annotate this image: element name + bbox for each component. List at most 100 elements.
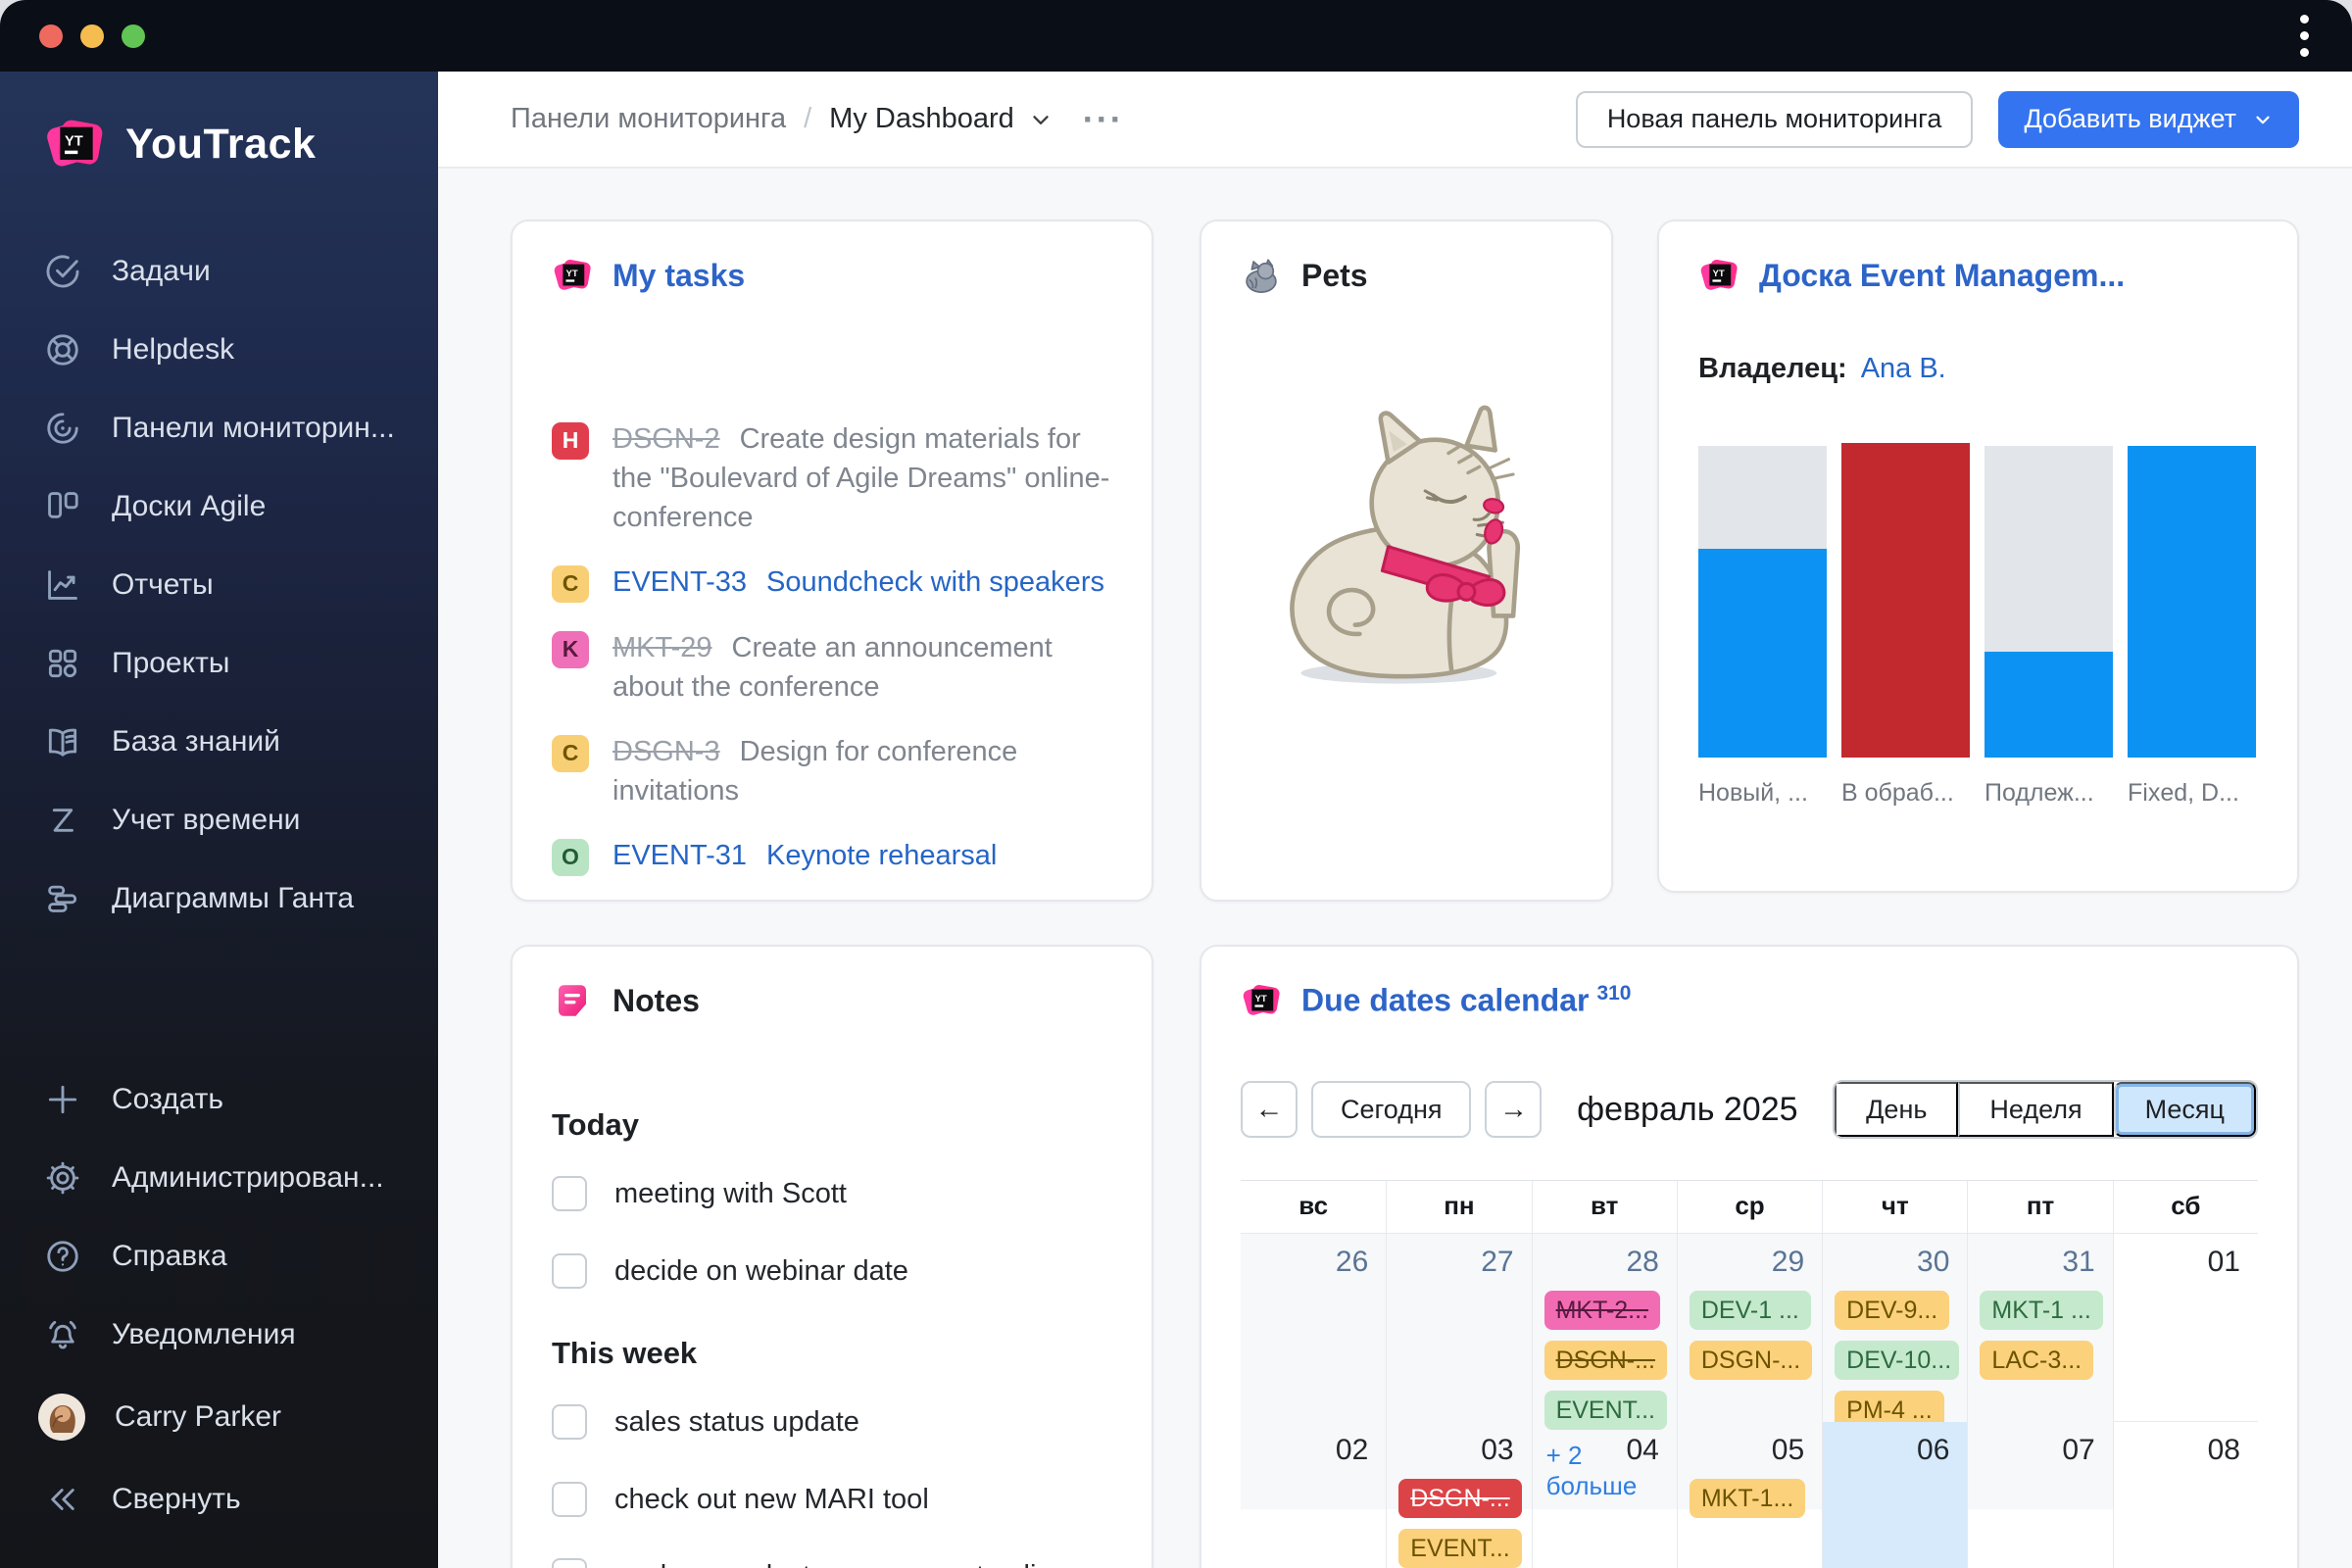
- calendar-day-cell[interactable]: 03 DSGN-... EVENT...: [1386, 1422, 1531, 1568]
- helpdesk-icon: [43, 330, 82, 369]
- calendar-day-cell[interactable]: 02: [1241, 1422, 1386, 1568]
- calendar-day-cell[interactable]: 04: [1531, 1422, 1677, 1568]
- zoom-window-button[interactable]: [122, 24, 145, 48]
- calendar-event-chip[interactable]: MKT-1...: [1689, 1479, 1806, 1518]
- my-tasks-widget: YT My tasks H DSGN-2 Create design materia…: [511, 220, 1153, 902]
- help-icon: [43, 1237, 82, 1276]
- task-item: O EVENT-31 Keynote rehearsal: [552, 836, 1112, 877]
- add-widget-label: Добавить виджет: [2024, 104, 2236, 133]
- sidebar-item-label: Справка: [112, 1240, 227, 1272]
- breadcrumb-dashboards[interactable]: Панели мониторинга: [511, 103, 787, 134]
- calendar-day-header: пт: [1967, 1181, 2112, 1233]
- calendar-prev-button[interactable]: ←: [1241, 1081, 1298, 1138]
- checkbox[interactable]: [552, 1252, 587, 1289]
- issue-title-link[interactable]: Create an announcement about the confere…: [612, 632, 1053, 704]
- sidebar-item-projects[interactable]: Проекты: [0, 624, 438, 703]
- issue-title-link[interactable]: Design for conference invitations: [612, 736, 1018, 808]
- issue-code-link[interactable]: MKT-29: [612, 632, 712, 664]
- youtrack-logo-text: YouTrack: [125, 120, 317, 168]
- calendar-event-chip[interactable]: DEV-10...: [1835, 1341, 1960, 1380]
- sidebar-item-notifications[interactable]: Уведомления: [0, 1296, 438, 1374]
- calendar-day-cell[interactable]: 31 MKT-1 ... LAC-3...: [1967, 1234, 2113, 1509]
- sidebar-item-time-tracking[interactable]: Учет времени: [0, 781, 438, 859]
- calendar-more-link[interactable]: + 2 больше: [1545, 1441, 1638, 1500]
- calendar-title[interactable]: Due dates calendar 310: [1301, 982, 1632, 1018]
- calendar-day-cell[interactable]: 08: [2112, 1422, 2258, 1568]
- cat-illustration: [1241, 394, 1572, 698]
- calendar-day-cell[interactable]: 28 MKT-2... DSGN-... EVENT... + 2 больше: [1531, 1234, 1677, 1509]
- calendar-day-cell[interactable]: 07: [1967, 1422, 2112, 1568]
- task-item: K MKT-29 Create an announcement about the …: [552, 628, 1112, 707]
- calendar-event-chip[interactable]: DSGN-...: [1544, 1341, 1667, 1380]
- topbar-actions: Новая панель мониторинга Добавить виджет: [1575, 90, 2299, 148]
- note-item-label: decide on webinar date: [614, 1254, 908, 1287]
- calendar-event-chip[interactable]: MKT-1 ...: [1980, 1291, 2103, 1330]
- board-owner-link[interactable]: Ana B.: [1860, 353, 1946, 384]
- calendar-day-cell[interactable]: 26: [1241, 1234, 1387, 1509]
- window-kebab-menu-icon[interactable]: [2296, 11, 2313, 61]
- sidebar-item-helpdesk[interactable]: Helpdesk: [0, 311, 438, 389]
- checkbox[interactable]: [552, 1558, 587, 1568]
- calendar-day-header: ср: [1676, 1181, 1822, 1233]
- issue-title-link[interactable]: Keynote rehearsal: [766, 840, 998, 872]
- sidebar-item-gantt-charts[interactable]: Диаграммы Ганта: [0, 859, 438, 938]
- calendar-event-chip[interactable]: MKT-2...: [1544, 1291, 1661, 1330]
- calendar-day-cell[interactable]: 01: [2112, 1234, 2258, 1509]
- task-item: C EVENT-33 Soundcheck with speakers: [552, 563, 1112, 604]
- calendar-today-button[interactable]: Сегодня: [1311, 1081, 1472, 1138]
- sidebar-item-agile-boards[interactable]: Доски Agile: [0, 467, 438, 546]
- cat-icon: [1241, 255, 1282, 296]
- my-tasks-title[interactable]: My tasks: [612, 257, 746, 293]
- chevron-down-icon[interactable]: [1028, 107, 1054, 132]
- calendar-event-chip[interactable]: LAC-3...: [1980, 1341, 2094, 1380]
- calendar-event-chip[interactable]: DSGN-...: [1398, 1479, 1522, 1518]
- calendar-view-Месяц[interactable]: Месяц: [2113, 1082, 2256, 1137]
- checkbox[interactable]: [552, 1481, 587, 1517]
- calendar-event-chip[interactable]: EVENT...: [1544, 1391, 1667, 1430]
- issue-title-link[interactable]: Create design materials for the "Bouleva…: [612, 423, 1110, 534]
- sidebar: YT YouTrack Задачи Helpdesk Панели монитор…: [0, 72, 438, 1568]
- notes-section-heading: Today: [552, 1107, 639, 1142]
- calendar-count-badge: 310: [1596, 982, 1632, 1005]
- calendar-view-День[interactable]: День: [1835, 1082, 1959, 1137]
- sidebar-item-collapse[interactable]: Свернуть: [0, 1460, 438, 1539]
- calendar-day-cell[interactable]: 29 DEV-1 ... DSGN-...: [1676, 1234, 1823, 1509]
- sidebar-item-reports[interactable]: Отчеты: [0, 546, 438, 624]
- issue-code-link[interactable]: DSGN-3: [612, 736, 720, 768]
- notes-widget: Notes Today meeting with Scott decide on w…: [511, 945, 1153, 1568]
- task-text: MKT-29 Create an announcement about the c…: [612, 628, 1112, 707]
- note-item-label: meeting with Scott: [614, 1178, 847, 1209]
- issue-code-link[interactable]: EVENT-33: [612, 566, 747, 599]
- calendar-event-chip[interactable]: DEV-1 ...: [1689, 1291, 1811, 1330]
- calendar-event-chip[interactable]: DEV-9...: [1835, 1291, 1950, 1330]
- sidebar-item-label: Отчеты: [112, 568, 214, 601]
- sidebar-item-administration[interactable]: Администрирован...: [0, 1139, 438, 1217]
- close-window-button[interactable]: [39, 24, 63, 48]
- calendar-next-button[interactable]: →: [1485, 1081, 1543, 1138]
- minimize-window-button[interactable]: [80, 24, 104, 48]
- sidebar-item-create[interactable]: Создать: [0, 1060, 438, 1139]
- sidebar-item-knowledge-base[interactable]: База знаний: [0, 703, 438, 781]
- sidebar-item-profile[interactable]: Carry Parker: [0, 1374, 438, 1460]
- issue-code-link[interactable]: DSGN-2: [612, 423, 720, 455]
- calendar-view-Неделя[interactable]: Неделя: [1958, 1082, 2114, 1137]
- board-title[interactable]: Доска Event Managem...: [1759, 257, 2126, 293]
- calendar-event-chip[interactable]: EVENT...: [1398, 1529, 1522, 1568]
- breadcrumb-current-dashboard[interactable]: My Dashboard: [829, 103, 1014, 134]
- sidebar-item-dashboards[interactable]: Панели мониторин...: [0, 389, 438, 467]
- add-widget-button[interactable]: Добавить виджет: [1998, 90, 2299, 148]
- calendar-day-cell[interactable]: 27: [1386, 1234, 1532, 1509]
- calendar-day-cell[interactable]: 05 MKT-1...: [1676, 1422, 1822, 1568]
- sidebar-item-tasks[interactable]: Задачи: [0, 232, 438, 311]
- sidebar-item-help[interactable]: Справка: [0, 1217, 438, 1296]
- checkbox[interactable]: [552, 1404, 587, 1441]
- youtrack-logo[interactable]: YT YouTrack: [0, 113, 438, 175]
- calendar-day-cell[interactable]: 06: [1822, 1422, 1968, 1568]
- checkbox[interactable]: [552, 1176, 587, 1211]
- new-dashboard-button[interactable]: Новая панель мониторинга: [1575, 90, 1974, 148]
- dashboard-options-icon[interactable]: ···: [1082, 98, 1124, 139]
- issue-title-link[interactable]: Soundcheck with speakers: [766, 566, 1104, 599]
- board-owner-label: Владелец:: [1698, 353, 1847, 384]
- issue-code-link[interactable]: EVENT-31: [612, 840, 747, 872]
- calendar-event-chip[interactable]: DSGN-...: [1689, 1341, 1813, 1380]
